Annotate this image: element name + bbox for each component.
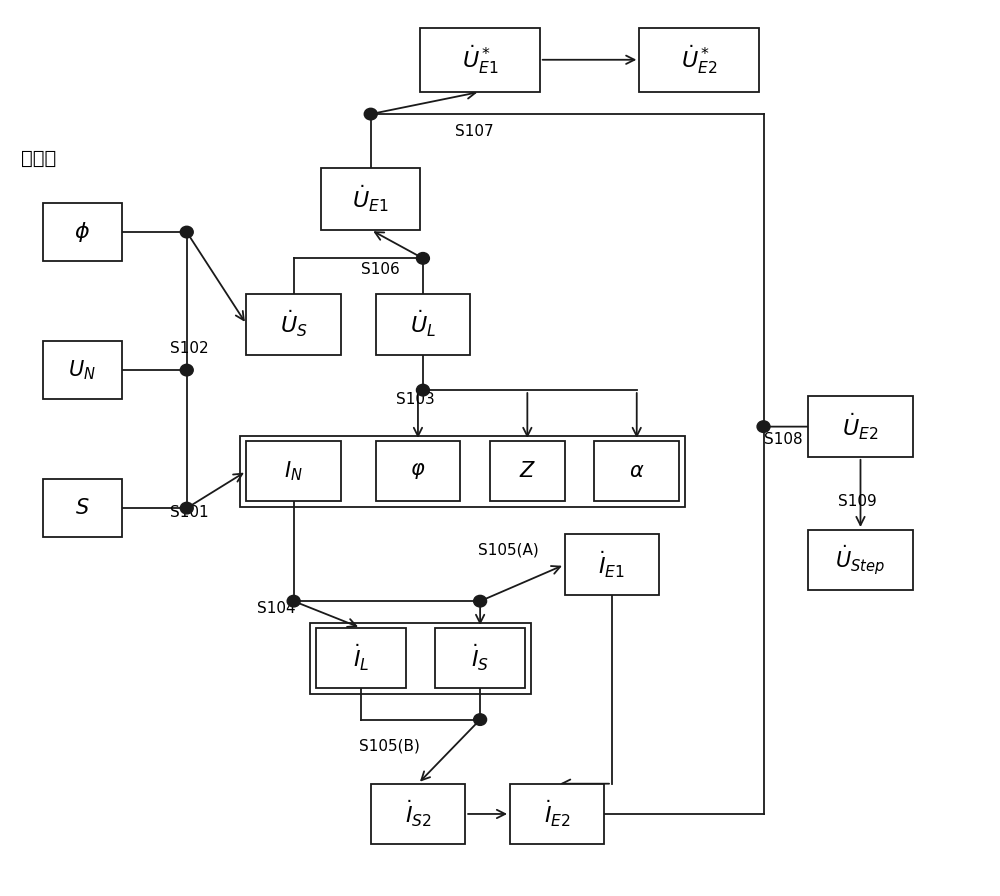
Bar xyxy=(246,441,341,502)
Text: $U_N$: $U_N$ xyxy=(68,358,96,382)
Text: $\dot{U}_{Step}$: $\dot{U}_{Step}$ xyxy=(835,543,886,577)
Text: $\dot{I}_L$: $\dot{I}_L$ xyxy=(353,642,369,674)
Bar xyxy=(240,435,685,507)
Bar xyxy=(376,441,460,502)
Text: 初相角: 初相角 xyxy=(21,149,56,168)
Text: S105(B): S105(B) xyxy=(359,739,420,754)
Bar xyxy=(310,623,531,694)
Circle shape xyxy=(180,503,193,514)
Text: $\dot{I}_{S2}$: $\dot{I}_{S2}$ xyxy=(405,798,431,829)
Text: $\phi$: $\phi$ xyxy=(74,220,90,244)
Bar xyxy=(510,784,604,844)
Text: $\dot{U}^*_{E1}$: $\dot{U}^*_{E1}$ xyxy=(462,43,498,76)
Circle shape xyxy=(757,421,770,433)
Bar xyxy=(43,341,122,399)
Bar xyxy=(371,784,465,844)
Circle shape xyxy=(474,714,487,726)
Bar xyxy=(316,628,406,688)
Circle shape xyxy=(287,595,300,607)
Circle shape xyxy=(180,227,193,237)
Bar xyxy=(808,396,913,457)
Circle shape xyxy=(416,384,429,396)
Bar xyxy=(43,203,122,261)
Text: $S$: $S$ xyxy=(75,498,90,518)
Text: S104: S104 xyxy=(257,601,296,616)
Text: $\dot{U}_L$: $\dot{U}_L$ xyxy=(410,309,436,340)
Circle shape xyxy=(364,108,377,120)
Circle shape xyxy=(416,253,429,264)
Text: S107: S107 xyxy=(455,125,494,140)
Text: $\dot{I}_S$: $\dot{I}_S$ xyxy=(471,642,489,674)
Bar xyxy=(808,530,913,590)
Text: S106: S106 xyxy=(361,263,400,278)
Bar xyxy=(376,294,470,355)
Bar xyxy=(594,441,679,502)
Text: $\dot{U}^*_{E2}$: $\dot{U}^*_{E2}$ xyxy=(681,43,717,76)
Bar xyxy=(490,441,565,502)
Text: $\varphi$: $\varphi$ xyxy=(410,461,426,481)
Text: $\dot{I}_{E1}$: $\dot{I}_{E1}$ xyxy=(598,549,625,580)
Text: $\dot{U}_{E1}$: $\dot{U}_{E1}$ xyxy=(352,184,389,214)
Text: $Z$: $Z$ xyxy=(519,461,536,481)
Bar xyxy=(565,534,659,595)
Text: S108: S108 xyxy=(764,432,802,446)
Text: S102: S102 xyxy=(170,340,208,356)
Bar xyxy=(246,294,341,355)
Bar xyxy=(43,479,122,537)
Text: $\dot{U}_S$: $\dot{U}_S$ xyxy=(280,309,308,340)
Circle shape xyxy=(474,595,487,607)
Text: $\dot{I}_{E2}$: $\dot{I}_{E2}$ xyxy=(544,798,571,829)
Text: S103: S103 xyxy=(396,392,434,407)
Text: S101: S101 xyxy=(170,504,208,520)
Text: $\alpha$: $\alpha$ xyxy=(629,461,644,481)
Bar xyxy=(420,28,540,91)
Text: S105(A): S105(A) xyxy=(478,543,539,558)
Text: S109: S109 xyxy=(838,494,877,509)
Bar xyxy=(639,28,759,91)
Circle shape xyxy=(180,365,193,376)
Bar xyxy=(321,168,420,230)
Bar xyxy=(435,628,525,688)
Text: $\dot{U}_{E2}$: $\dot{U}_{E2}$ xyxy=(842,411,879,442)
Text: $I_N$: $I_N$ xyxy=(284,460,303,483)
